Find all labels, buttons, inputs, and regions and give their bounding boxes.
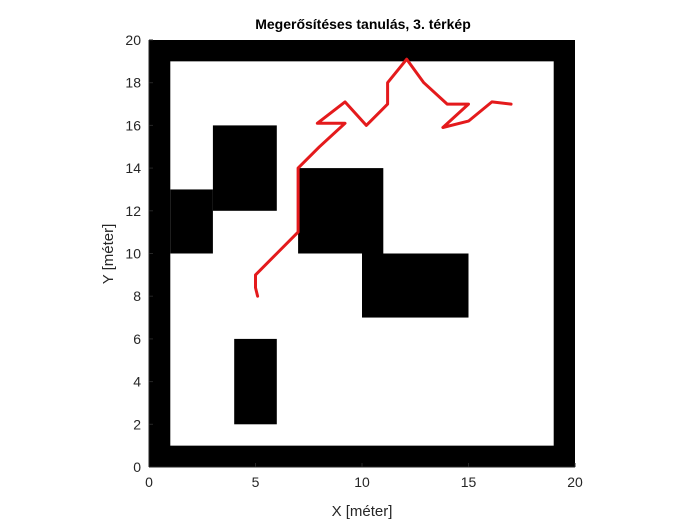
y-tick-label-1: 2 [133, 416, 141, 432]
y-tick-label-2: 4 [133, 374, 141, 390]
chart-title: Megerősítéses tanulás, 3. térkép [255, 16, 471, 32]
obstacle-0 [149, 445, 575, 467]
obstacle-4 [170, 189, 213, 254]
obstacle-1 [149, 40, 575, 62]
x-tick-label-3: 15 [461, 474, 477, 490]
obstacle-6 [298, 168, 384, 254]
y-tick-label-10: 20 [125, 32, 141, 48]
y-axis-label: Y [méter] [100, 224, 117, 285]
y-tick-label-7: 14 [125, 160, 141, 176]
y-tick-label-8: 16 [125, 117, 141, 133]
x-axis-label: X [méter] [332, 503, 393, 520]
obstacle-2 [149, 40, 171, 467]
obstacle-layer [149, 40, 575, 467]
y-tick-label-5: 10 [125, 246, 141, 262]
path-series-0 [254, 57, 513, 298]
y-tick-label-3: 6 [133, 331, 141, 347]
y-tick-label-4: 8 [133, 288, 141, 304]
x-tick-label-4: 20 [567, 474, 583, 490]
path-layer [254, 57, 513, 298]
x-tick-label-2: 10 [354, 474, 370, 490]
obstacle-7 [362, 253, 469, 318]
obstacle-3 [553, 40, 575, 467]
y-tick-label-9: 18 [125, 75, 141, 91]
y-tick-label-0: 0 [133, 459, 141, 475]
obstacle-5 [212, 125, 277, 211]
x-tick-label-0: 0 [145, 474, 153, 490]
y-tick-label-6: 12 [125, 203, 141, 219]
axis-layer: 0 5 10 15 20 0 2 4 6 8 10 12 14 16 18 20 [125, 32, 583, 490]
x-tick-label-1: 5 [252, 474, 260, 490]
obstacle-8 [234, 338, 277, 425]
